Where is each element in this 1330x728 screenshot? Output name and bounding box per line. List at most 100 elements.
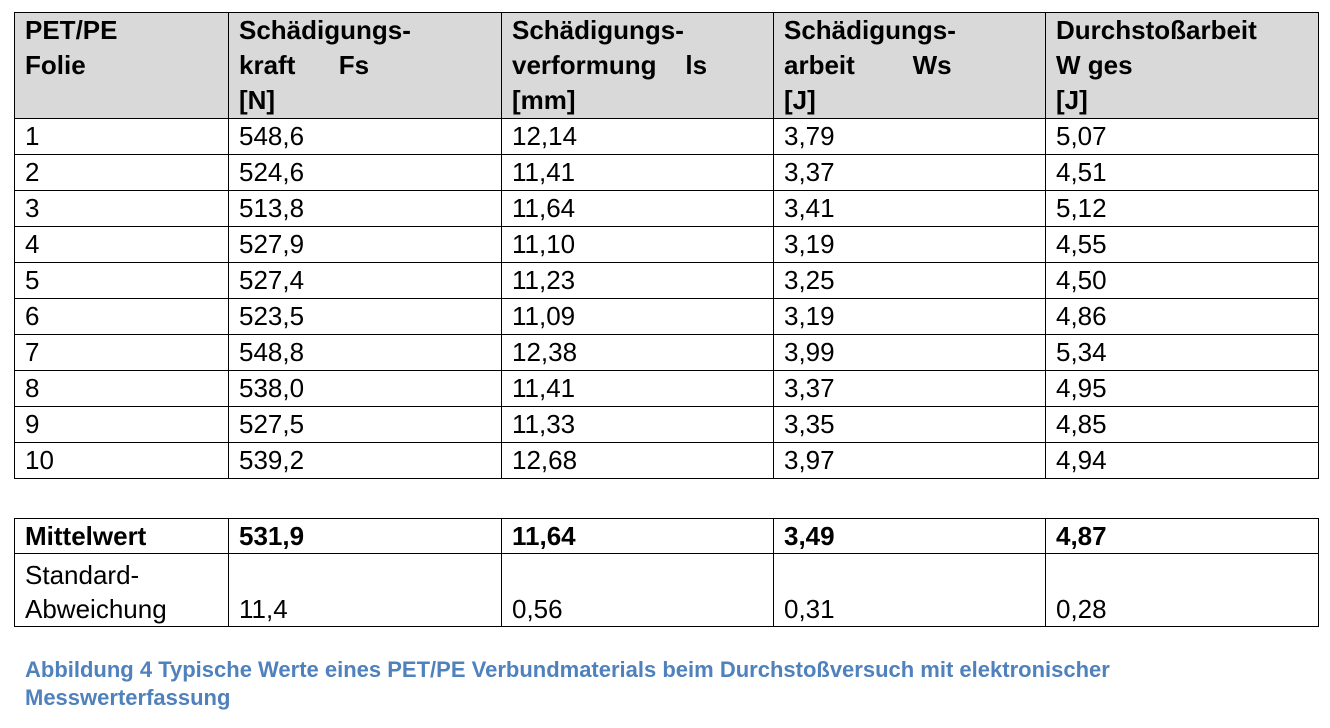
table-row: 4 527,9 11,10 3,19 4,55	[14, 226, 1319, 263]
table-cell: 2	[14, 154, 229, 191]
table-cell: 5,12	[1045, 190, 1319, 227]
mean-cell: 4,87	[1045, 518, 1319, 554]
table-cell: 12,38	[501, 334, 774, 371]
table-cell: 11,64	[501, 190, 774, 227]
table-header: PET/PE Folie Schädigungs-kraft Fs [N] Schädi…	[14, 12, 1319, 119]
table-cell: 527,5	[228, 406, 502, 443]
header-cell: Schädigungs-kraft Fs [N]	[228, 12, 502, 119]
table-cell: 6	[14, 298, 229, 335]
table-cell: 513,8	[228, 190, 502, 227]
table-cell: 7	[14, 334, 229, 371]
table-cell: 4,50	[1045, 262, 1319, 299]
table-cell: 11,41	[501, 154, 774, 191]
header-line: Schädigungs-	[784, 15, 956, 45]
header-cell: Durchstoßarbeit W ges [J]	[1045, 12, 1319, 119]
table-cell: 3,37	[773, 370, 1046, 407]
table-cell: 1	[14, 118, 229, 155]
header-line: kraft Fs	[239, 50, 370, 80]
table-cell: 3,19	[773, 298, 1046, 335]
std-label-line: Abweichung	[25, 594, 167, 624]
table-row: 10 539,2 12,68 3,97 4,94	[14, 442, 1319, 479]
caption: Abbildung 4 Typische Werte eines PET/PE …	[25, 656, 1110, 712]
table-cell: 527,9	[228, 226, 502, 263]
table-row: 7 548,8 12,38 3,99 5,34	[14, 334, 1319, 371]
header-line: [N]	[239, 85, 276, 115]
header-line: verformung ls	[512, 50, 708, 80]
header-line: Durchstoßarbeit	[1056, 15, 1257, 45]
table-cell: 3,99	[773, 334, 1046, 371]
header-line: Schädigungs-	[512, 15, 684, 45]
std-cell: 0,28	[1045, 553, 1319, 627]
table-cell: 11,09	[501, 298, 774, 335]
std-label-cell: Standard- Abweichung	[14, 553, 229, 627]
caption-line: Abbildung 4 Typische Werte eines PET/PE …	[25, 657, 1110, 682]
header-line: arbeit Ws	[784, 50, 952, 80]
table-cell: 548,8	[228, 334, 502, 371]
table-cell: 9	[14, 406, 229, 443]
table-row: 1 548,6 12,14 3,79 5,07	[14, 118, 1319, 155]
table-cell: 523,5	[228, 298, 502, 335]
table-cell: 5,07	[1045, 118, 1319, 155]
header-line: W ges	[1056, 50, 1133, 80]
mean-row: Mittelwert 531,9 11,64 3,49 4,87	[14, 518, 1319, 554]
table-cell: 4,85	[1045, 406, 1319, 443]
header-line: [J]	[1056, 85, 1088, 115]
mean-cell: Mittelwert	[14, 518, 229, 554]
table-cell: 3	[14, 190, 229, 227]
table-cell: 538,0	[228, 370, 502, 407]
table-cell: 4,55	[1045, 226, 1319, 263]
table-cell: 11,23	[501, 262, 774, 299]
header-cell: Schädigungs-verformung ls [mm]	[501, 12, 774, 119]
table-cell: 12,14	[501, 118, 774, 155]
std-cell: 0,31	[773, 553, 1046, 627]
table-cell: 3,79	[773, 118, 1046, 155]
header-cell: Schädigungs-arbeit Ws [J]	[773, 12, 1046, 119]
data-table: PET/PE Folie Schädigungs-kraft Fs [N] Schädi…	[14, 12, 1319, 479]
table-cell: 4,51	[1045, 154, 1319, 191]
std-label-line: Standard-	[25, 560, 140, 590]
table-cell: 11,10	[501, 226, 774, 263]
mean-cell: 531,9	[228, 518, 502, 554]
table-cell: 3,35	[773, 406, 1046, 443]
table-cell: 5	[14, 262, 229, 299]
table-cell: 3,37	[773, 154, 1046, 191]
table-cell: 548,6	[228, 118, 502, 155]
table-cell: 3,25	[773, 262, 1046, 299]
table-cell: 4,86	[1045, 298, 1319, 335]
table-cell: 11,33	[501, 406, 774, 443]
table-cell: 524,6	[228, 154, 502, 191]
table-cell: 3,19	[773, 226, 1046, 263]
header-line: [mm]	[512, 85, 576, 115]
table-cell: 3,41	[773, 190, 1046, 227]
header-line: [J]	[784, 85, 816, 115]
mean-cell: 11,64	[501, 518, 774, 554]
table-cell: 11,41	[501, 370, 774, 407]
table-cell: 8	[14, 370, 229, 407]
table-cell: 3,97	[773, 442, 1046, 479]
table-cell: 527,4	[228, 262, 502, 299]
table-row: 5 527,4 11,23 3,25 4,50	[14, 262, 1319, 299]
std-cell: 11,4	[228, 553, 502, 627]
std-cell: 0,56	[501, 553, 774, 627]
table-cell: 12,68	[501, 442, 774, 479]
header-cell: PET/PE Folie	[14, 12, 229, 119]
table-row: 8 538,0 11,41 3,37 4,95	[14, 370, 1319, 407]
header-line: PET/PE	[25, 15, 118, 45]
header-line: Schädigungs-	[239, 15, 411, 45]
std-row: Standard- Abweichung 11,4 0,56 0,31 0,28	[14, 553, 1319, 627]
table-cell: 4,95	[1045, 370, 1319, 407]
table-cell: 10	[14, 442, 229, 479]
table-body: 1 548,6 12,14 3,79 5,07 2 524,6 11,41 3,37 4,51 3 5…	[14, 118, 1319, 479]
table-row: 9 527,5 11,33 3,35 4,85	[14, 406, 1319, 443]
table-row: 3 513,8 11,64 3,41 5,12	[14, 190, 1319, 227]
header-row: PET/PE Folie Schädigungs-kraft Fs [N] Schädi…	[14, 12, 1319, 119]
mean-cell: 3,49	[773, 518, 1046, 554]
table-cell: 539,2	[228, 442, 502, 479]
table-cell: 5,34	[1045, 334, 1319, 371]
table-row: 6 523,5 11,09 3,19 4,86	[14, 298, 1319, 335]
caption-line: Messwerterfassung	[25, 685, 231, 710]
header-line: Folie	[25, 50, 86, 80]
table-row: 2 524,6 11,41 3,37 4,51	[14, 154, 1319, 191]
table-cell: 4,94	[1045, 442, 1319, 479]
